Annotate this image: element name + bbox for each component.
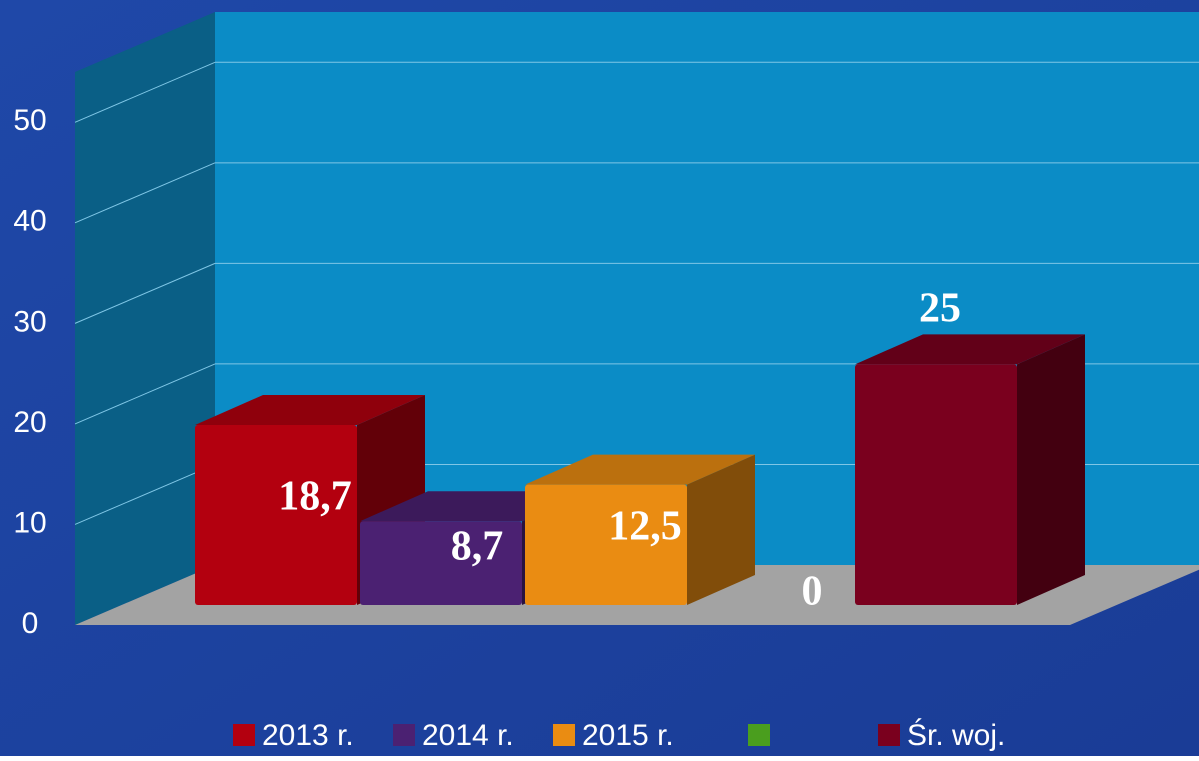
y-tick-label: 20 bbox=[13, 406, 46, 439]
legend-swatch bbox=[393, 724, 415, 746]
y-tick-label: 50 bbox=[13, 104, 46, 137]
legend-label: 2014 r. bbox=[422, 719, 514, 752]
grid-line bbox=[74, 262, 216, 324]
y-tick-label: 30 bbox=[13, 305, 46, 338]
side-wall bbox=[75, 12, 215, 625]
grid-line bbox=[74, 363, 216, 425]
legend-swatch bbox=[233, 724, 255, 746]
legend-swatch bbox=[553, 724, 575, 746]
legend-swatch bbox=[878, 724, 900, 746]
data-label: 12,5 bbox=[608, 504, 682, 550]
y-tick-label: 10 bbox=[13, 506, 46, 539]
data-label: 8,7 bbox=[451, 524, 504, 570]
bar bbox=[360, 521, 522, 605]
bar-side bbox=[1017, 334, 1085, 605]
legend-swatch bbox=[748, 724, 770, 746]
data-label: 18,7 bbox=[278, 474, 352, 520]
bar-top bbox=[855, 334, 1085, 365]
bar-top bbox=[195, 395, 425, 425]
legend-label: 2013 r. bbox=[262, 719, 354, 752]
bar bbox=[855, 364, 1017, 605]
bar-side bbox=[687, 454, 755, 605]
legend-label: Śr. woj. bbox=[907, 718, 1005, 752]
data-label: 25 bbox=[919, 286, 961, 332]
bar bbox=[195, 425, 357, 605]
bar bbox=[525, 484, 687, 605]
data-label: 0 bbox=[802, 569, 823, 615]
y-tick-label: 0 bbox=[22, 607, 39, 640]
grid-line bbox=[74, 61, 216, 123]
legend-label: 2015 r. bbox=[582, 719, 674, 752]
bar-top bbox=[525, 454, 755, 485]
y-tick-label: 40 bbox=[13, 205, 46, 238]
grid-line bbox=[74, 162, 216, 224]
grid-line bbox=[74, 463, 216, 525]
